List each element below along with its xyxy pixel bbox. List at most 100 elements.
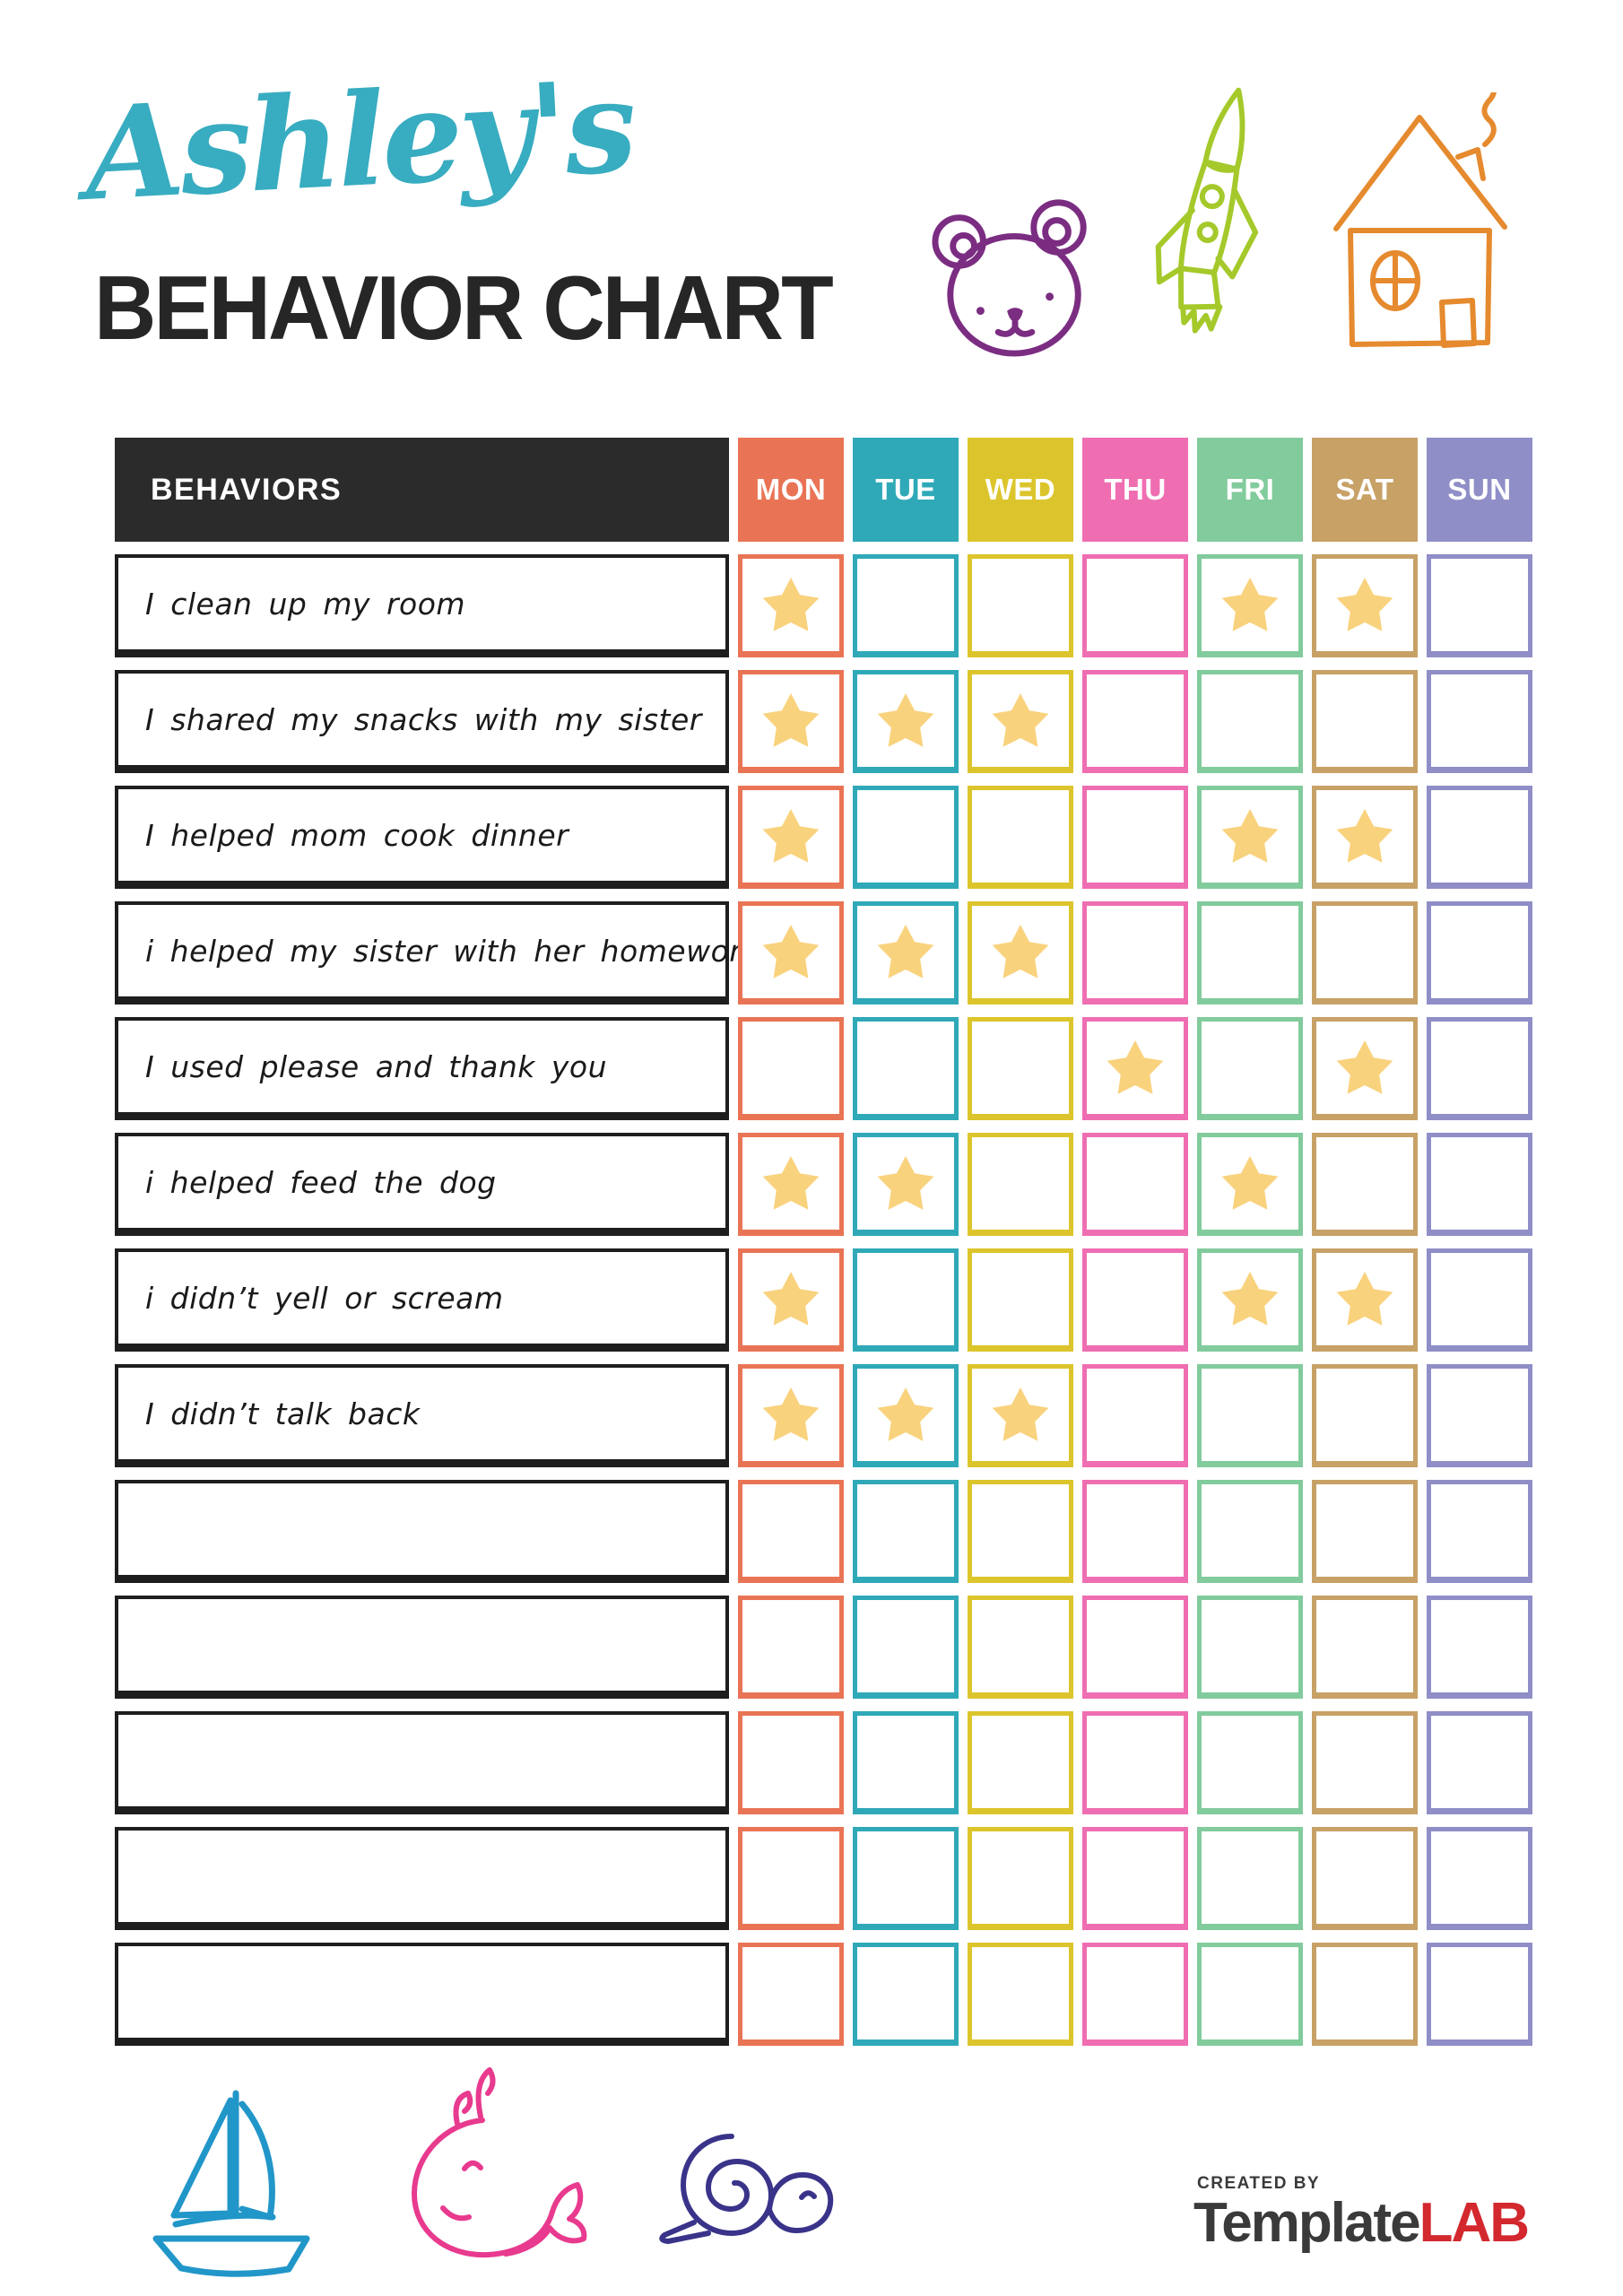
cell-fri-row7: [1197, 1248, 1303, 1352]
page-title: BEHAVIOR CHART: [94, 258, 834, 359]
cell-tue-row3: [853, 786, 959, 889]
day-header-wed: WED: [968, 438, 1073, 542]
behaviors-header: BEHAVIORS: [115, 438, 729, 542]
star-icon: [1336, 808, 1393, 863]
cell-wed-row13: [968, 1943, 1073, 2046]
cell-tue-row7: [853, 1248, 959, 1352]
cell-mon-row10: [738, 1596, 844, 1699]
day-header-tue: TUE: [853, 438, 959, 542]
behavior-label: I shared my snacks with my sister: [145, 701, 702, 737]
cell-tue-row8: [853, 1364, 959, 1467]
cell-tue-row9: [853, 1480, 959, 1583]
cell-fri-row9: [1197, 1480, 1303, 1583]
logo-brand: TemplateLAB: [1193, 2194, 1530, 2252]
cell-fri-row11: [1197, 1711, 1303, 1814]
behavior-label-box: [115, 1480, 729, 1583]
star-icon: [762, 1155, 820, 1210]
behavior-label-box: [115, 1943, 729, 2046]
behavior-label-box: [115, 1596, 729, 1699]
cell-thu-row5: [1082, 1017, 1188, 1120]
behavior-label: i didn’t yell or scream: [145, 1280, 504, 1316]
cell-mon-row5: [738, 1017, 844, 1120]
behavior-label-box: I clean up my room: [115, 554, 729, 657]
cell-sat-row6: [1312, 1133, 1418, 1236]
cell-sun-row3: [1427, 786, 1532, 889]
cell-sat-row13: [1312, 1943, 1418, 2046]
star-icon: [992, 692, 1049, 747]
star-icon: [762, 808, 820, 863]
cell-sun-row2: [1427, 670, 1532, 773]
behavior-row-2: I shared my snacks with my sister: [115, 670, 1532, 773]
cell-thu-row12: [1082, 1827, 1188, 1930]
star-icon: [992, 924, 1049, 978]
behavior-label: I clean up my room: [145, 586, 466, 622]
cell-sat-row5: [1312, 1017, 1418, 1120]
behavior-label-box: I helped mom cook dinner: [115, 786, 729, 889]
day-header-mon: MON: [738, 438, 844, 542]
day-headers: MON TUE WED THU FRI SAT SUN: [738, 438, 1532, 542]
cell-tue-row2: [853, 670, 959, 773]
cell-sun-row5: [1427, 1017, 1532, 1120]
star-icon: [762, 577, 820, 631]
star-icon: [1107, 1039, 1164, 1094]
behavior-label: I didn’t talk back: [145, 1396, 421, 1431]
behavior-row-3: I helped mom cook dinner: [115, 786, 1532, 889]
sailboat-icon: [135, 2083, 328, 2278]
cell-thu-row7: [1082, 1248, 1188, 1352]
cell-wed-row12: [968, 1827, 1073, 1930]
cell-thu-row10: [1082, 1596, 1188, 1699]
star-icon: [1221, 577, 1279, 631]
templatelab-logo: CREATED BY TemplateLAB: [1193, 2174, 1530, 2252]
cell-mon-row13: [738, 1943, 844, 2046]
star-icon: [762, 692, 820, 747]
cell-mon-row2: [738, 670, 844, 773]
cell-wed-row1: [968, 554, 1073, 657]
behavior-row-5: I used please and thank you: [115, 1017, 1532, 1120]
cell-thu-row13: [1082, 1943, 1188, 2046]
cell-thu-row6: [1082, 1133, 1188, 1236]
chart-rows: I clean up my room I shared my snacks wit…: [115, 554, 1532, 2046]
cell-sat-row9: [1312, 1480, 1418, 1583]
behavior-row-9: [115, 1480, 1532, 1583]
cell-sat-row12: [1312, 1827, 1418, 1930]
star-icon: [1336, 1039, 1393, 1094]
cell-fri-row4: [1197, 901, 1303, 1004]
cell-sun-row10: [1427, 1596, 1532, 1699]
cell-thu-row11: [1082, 1711, 1188, 1814]
cell-mon-row9: [738, 1480, 844, 1583]
bear-icon: [924, 190, 1110, 359]
cell-mon-row11: [738, 1711, 844, 1814]
cell-mon-row1: [738, 554, 844, 657]
star-icon: [762, 1387, 820, 1441]
star-icon: [877, 924, 934, 978]
star-icon: [877, 1155, 934, 1210]
house-icon: [1325, 92, 1519, 366]
day-header-fri: FRI: [1197, 438, 1303, 542]
cell-sat-row2: [1312, 670, 1418, 773]
behavior-chart: BEHAVIORS MON TUE WED THU FRI SAT SUN I clean …: [115, 438, 1532, 2058]
cell-tue-row6: [853, 1133, 959, 1236]
cell-thu-row1: [1082, 554, 1188, 657]
cell-sun-row7: [1427, 1248, 1532, 1352]
cell-tue-row11: [853, 1711, 959, 1814]
cell-wed-row3: [968, 786, 1073, 889]
star-icon: [762, 924, 820, 978]
cell-mon-row8: [738, 1364, 844, 1467]
cell-sat-row3: [1312, 786, 1418, 889]
cell-wed-row6: [968, 1133, 1073, 1236]
behavior-row-6: i helped feed the dog: [115, 1133, 1532, 1236]
cell-sun-row1: [1427, 554, 1532, 657]
star-icon: [1221, 1271, 1279, 1326]
star-icon: [877, 1387, 934, 1441]
star-icon: [1221, 808, 1279, 863]
snail-icon: [653, 2124, 861, 2249]
cell-sun-row8: [1427, 1364, 1532, 1467]
cell-sun-row4: [1427, 901, 1532, 1004]
logo-credit-prefix: CREATED BY: [1197, 2174, 1321, 2193]
behavior-row-12: [115, 1827, 1532, 1930]
star-icon: [1221, 1155, 1279, 1210]
star-icon: [992, 1387, 1049, 1441]
cell-wed-row4: [968, 901, 1073, 1004]
page-title-script: Ashley's: [81, 52, 638, 230]
